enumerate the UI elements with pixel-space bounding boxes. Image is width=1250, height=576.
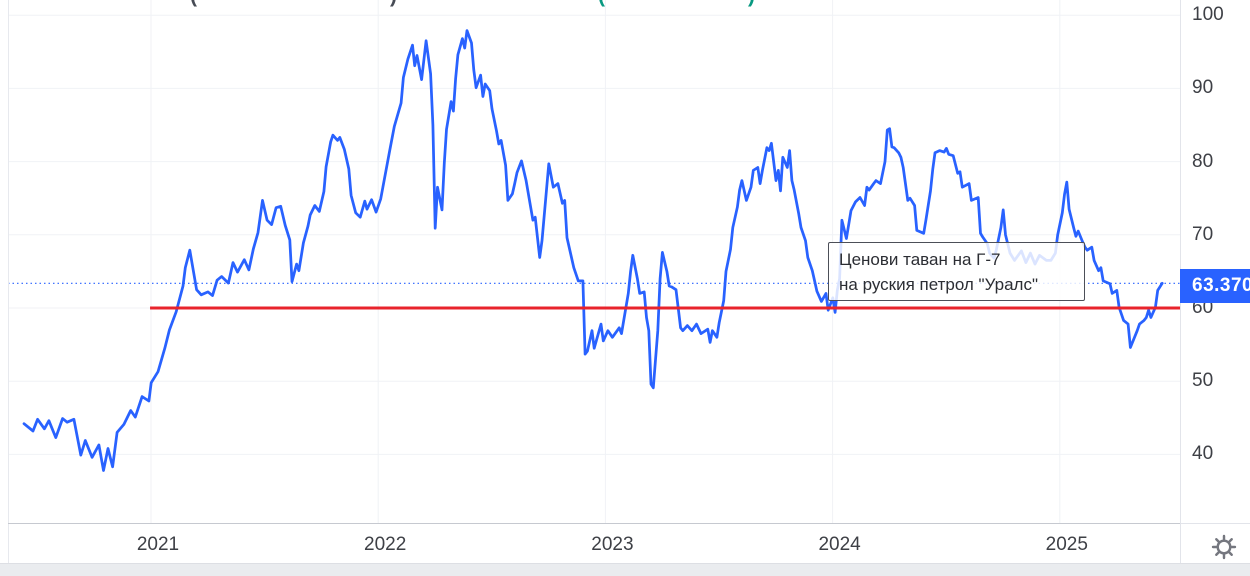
settings-gear-icon[interactable] xyxy=(1210,533,1238,561)
legend-fragment: ( xyxy=(598,0,605,6)
x-axis-label: 2021 xyxy=(136,534,180,555)
price-scale[interactable]: 100 90 80 70 60 50 40 xyxy=(1181,0,1250,523)
y-axis-label: 90 xyxy=(1192,77,1214,99)
y-axis-label: 50 xyxy=(1192,370,1214,392)
annotation-line-1: Ценови таван на Г-7 xyxy=(839,250,1001,269)
pane-left-border xyxy=(8,0,9,563)
price-series-line xyxy=(22,29,1164,472)
y-axis-label: 70 xyxy=(1192,223,1214,245)
y-axis-label: 100 xyxy=(1192,4,1224,26)
time-scale[interactable]: 2021 2022 2023 2024 2025 xyxy=(0,524,1180,563)
axis-corner-border xyxy=(1180,523,1250,524)
time-axis-border xyxy=(8,523,1180,524)
x-axis-label: 2025 xyxy=(1045,534,1088,555)
x-axis-label: 2023 xyxy=(591,534,634,555)
legend-fragment: ) xyxy=(390,0,397,6)
price-cap-annotation: Ценови таван на Г-7 на руския петрол "Ур… xyxy=(828,242,1085,301)
legend-fragment: ) xyxy=(748,0,755,6)
last-price-badge: 63.370 xyxy=(1180,269,1250,303)
legend-fragment: ( xyxy=(190,0,197,6)
y-axis-label: 40 xyxy=(1192,443,1214,465)
x-axis-label: 2022 xyxy=(364,534,407,555)
annotation-line-2: на руския петрол "Уралс" xyxy=(839,275,1038,294)
bottom-toolbar-strip xyxy=(0,563,1250,576)
y-axis-label: 80 xyxy=(1192,150,1214,172)
x-axis-label: 2024 xyxy=(818,534,861,555)
